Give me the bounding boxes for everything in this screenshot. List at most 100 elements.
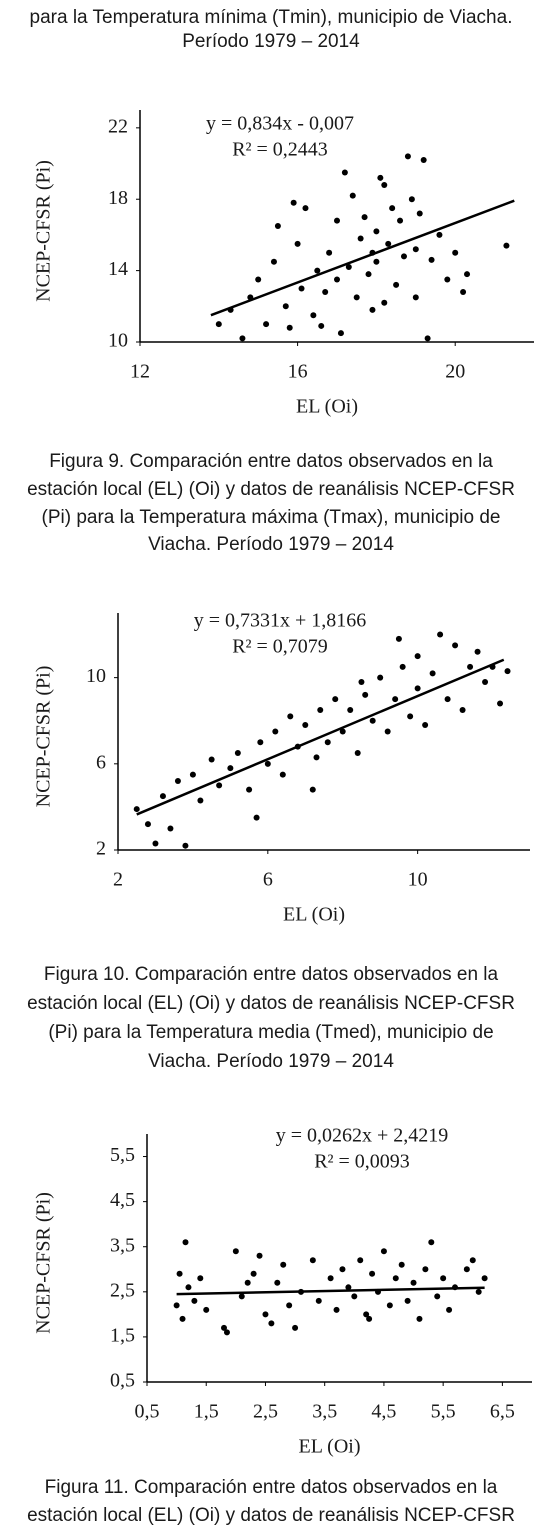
caption-line: Viacha. Período 1979 – 2014 [148, 1051, 394, 1072]
scatter-point [309, 1257, 316, 1264]
caption-line: estación local (EL) (Oi) y datos de rean… [27, 479, 515, 500]
scatter-point [399, 663, 406, 670]
scatter-point [353, 294, 360, 301]
scatter-point [173, 1302, 180, 1309]
scatter-point [380, 1248, 387, 1255]
scatter-point [310, 312, 317, 319]
scatter-point [286, 324, 293, 331]
scatter-point [377, 174, 384, 181]
scatter-point [357, 1257, 364, 1264]
x-tick-label: 4,5 [371, 1401, 396, 1423]
scatter-point [392, 696, 399, 703]
y-tick-label: 1,5 [110, 1325, 135, 1347]
scatter-point [397, 217, 404, 224]
scatter-point [167, 825, 174, 832]
scatter-point [315, 1297, 322, 1304]
scatter-point [341, 169, 348, 176]
scatter-point [191, 1297, 198, 1304]
caption-line: estación local (EL) (Oi) y datos de rean… [27, 1505, 515, 1526]
scatter-point [444, 276, 451, 283]
scatter-point [282, 303, 289, 310]
y-tick-label: 2 [96, 838, 106, 860]
scatter-point [452, 249, 459, 256]
scatter-point [389, 205, 396, 212]
scatter-point [302, 722, 309, 729]
scatter-point [223, 1329, 230, 1336]
scatter-point [274, 1279, 281, 1286]
scatter-point [197, 1275, 204, 1282]
x-tick-label: 10 [408, 869, 428, 891]
caption-line: Viacha. Período 1979 – 2014 [148, 534, 394, 555]
y-tick-label: 3,5 [110, 1234, 135, 1256]
scatter-point [317, 706, 324, 713]
y-tick-label: 10 [86, 665, 106, 687]
x-tick-label: 2,5 [253, 1401, 278, 1423]
y-tick-label: 5,5 [110, 1144, 135, 1166]
scatter-point [337, 330, 344, 337]
scatter-point [395, 635, 402, 642]
scatter-point [322, 289, 329, 296]
trendline [136, 658, 505, 816]
scatter-point [232, 1248, 239, 1255]
scatter-point [463, 1266, 470, 1273]
scatter-point [429, 670, 436, 677]
scatter-point [400, 253, 407, 260]
scatter-point [287, 713, 294, 720]
scatter-point [351, 1293, 358, 1300]
scatter-point [274, 223, 281, 229]
scatter-point [268, 1320, 275, 1327]
scatter-point [347, 706, 354, 713]
scatter-point [292, 1324, 299, 1331]
scatter-point [381, 299, 388, 306]
scatter-point [290, 199, 297, 206]
scatter-point [286, 1302, 293, 1309]
scatter-point [327, 1275, 334, 1282]
scatter-point [174, 778, 181, 785]
scatter-point [469, 1257, 476, 1264]
scatter-point [345, 264, 352, 271]
scatter-point [503, 242, 510, 249]
scatter-point [279, 771, 286, 778]
scatter-point [467, 663, 474, 670]
scatter-point [256, 1252, 263, 1259]
scatter-point [475, 1288, 482, 1295]
scatter-point [250, 1270, 257, 1277]
scatter-point [354, 750, 361, 757]
scatter-point [334, 217, 340, 224]
caption-line: Figura 9. Comparación entre datos observ… [49, 451, 493, 472]
scatter-point [349, 192, 356, 199]
scatter-point [221, 1324, 227, 1331]
scatter-point [339, 1266, 346, 1273]
scatter-point [398, 1261, 405, 1268]
x-tick-label: 0,5 [135, 1401, 160, 1423]
scatter-point [373, 228, 380, 235]
scatter-point [314, 267, 321, 274]
scatter-point [369, 717, 376, 724]
scatter-point [358, 678, 365, 685]
scatter-point [365, 271, 372, 278]
scatter-point [227, 765, 234, 772]
trendline [176, 1286, 485, 1296]
x-tick-label: 12 [130, 361, 150, 383]
scatter-point [404, 1297, 411, 1304]
scatter-point [416, 1315, 423, 1322]
y-axis-title: NCEP-CFSR (Pi) [33, 1192, 55, 1334]
scatter-point [244, 1279, 251, 1286]
scatter-point [280, 1261, 287, 1268]
scatter-point [459, 706, 466, 713]
scatter-point [262, 1311, 269, 1318]
scatter-point [334, 276, 340, 283]
scatter-point [428, 256, 435, 263]
scatter-point [239, 335, 246, 342]
scatter-point [159, 793, 166, 800]
y-axis-title: NCEP-CFSR (Pi) [33, 160, 55, 302]
y-tick-label: 18 [108, 187, 128, 209]
x-tick-label: 1,5 [194, 1401, 219, 1423]
scatter-point [362, 691, 369, 698]
scatter-point [434, 1293, 441, 1300]
r-squared: R² = 0,0093 [314, 1151, 410, 1173]
scatter-point [393, 281, 400, 288]
scatter-point [255, 276, 262, 283]
scatter-point [482, 678, 489, 685]
x-tick-label: 16 [288, 361, 308, 383]
